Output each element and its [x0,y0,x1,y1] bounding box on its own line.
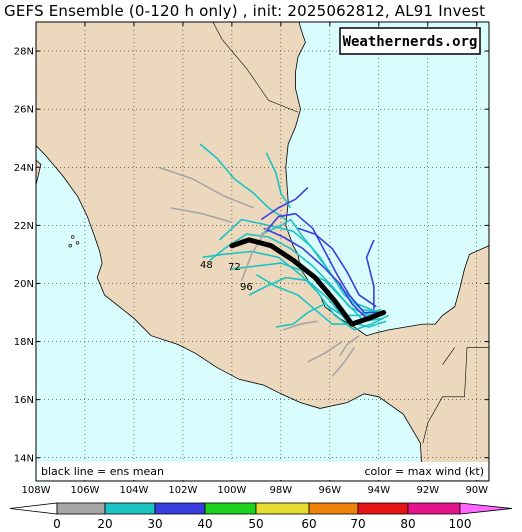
member-track [307,340,343,363]
member-track [170,207,233,224]
lat-tick-label: 18N [14,337,34,348]
member-track [265,212,379,314]
island [68,243,72,248]
mexico-landmass [36,22,489,481]
lon-tick-label: 108W [22,485,51,496]
map-frame [35,21,490,482]
member-track [283,320,318,331]
lon-tick-label: 100W [217,485,246,496]
watermark-text: Weathernerds.org [343,34,478,50]
lon-tick-label: 94W [367,485,390,496]
colorbar-segment [104,502,156,515]
member-track [199,143,287,221]
colorbar-segment [407,502,461,515]
colorbar-segment [154,502,206,515]
lon-tick-label: 98W [270,485,293,496]
note-ens-mean: black line = ens mean [41,465,164,478]
colorbar-segment [308,502,359,515]
colorbar-label: 40 [197,517,212,531]
mean-track-line [229,237,387,327]
member-track [202,250,389,331]
note-max-wind: color = max wind (kt) [364,465,484,478]
member-track [158,166,255,209]
track-label-96: 96 [240,282,253,293]
member-track [265,152,292,209]
member-track [260,187,309,221]
lon-tick-label: 90W [465,485,488,496]
map-layers: 48 72 96 [36,22,489,481]
track-labels: 48 72 96 [200,260,253,293]
member-track [209,233,382,317]
lon-tick-label: 96W [319,485,342,496]
colorbar-segment [56,502,106,515]
colorbar-right-cap [459,502,513,515]
graticule [36,22,489,481]
lon-tick-label: 104W [119,485,148,496]
border-line [212,22,299,113]
baja-tip [36,159,42,186]
member-track [297,227,377,308]
island [75,241,80,245]
colorbar-segment [204,502,257,515]
lat-tick-label: 14N [14,453,34,464]
member-track [365,239,375,310]
colorbar-label: 80 [400,517,415,531]
colorbar-segment [357,502,409,515]
colorbar-label: 0 [53,517,61,531]
island [71,235,75,239]
border-line [442,347,455,365]
lon-tick-label: 102W [168,485,197,496]
notes-band [37,462,488,480]
colorbar-segment [255,502,310,515]
colorbar-left-cap [9,502,58,515]
lat-tick-label: 22N [14,221,34,232]
colorbar-label: 30 [147,517,162,531]
lat-tick-label: 16N [14,395,34,406]
colorbar-label: 50 [248,517,263,531]
lat-tick-label: 28N [14,47,34,58]
colorbar-label: 70 [350,517,365,531]
colorbar-label: 60 [301,517,316,531]
member-track [331,346,355,377]
watermark: Weathernerds.org [339,27,481,55]
member-track [275,302,382,328]
track-label-48: 48 [200,260,213,271]
lat-tick-label: 24N [14,163,34,174]
track-label-72: 72 [228,262,241,273]
ensemble-mean-track [229,237,387,327]
member-track [338,335,360,357]
wind-colorbar: 0 20 30 40 50 60 70 80 100 [9,502,513,531]
member-track [240,224,270,281]
chart-title: GEFS Ensemble (0-120 h only) , init: 202… [4,2,486,20]
colorbar-label: 100 [449,517,472,531]
lat-tick-label: 26N [14,105,34,116]
lon-tick-label: 106W [70,485,99,496]
member-track [263,227,382,320]
member-track [219,218,384,314]
axis-ticks: 28N 26N 24N 22N 20N 18N 16N 14N 108W 106W 104W 102W… [14,22,489,496]
colorbar-label: 20 [97,517,112,531]
lon-tick-label: 92W [416,485,439,496]
lat-tick-label: 20N [14,279,34,290]
